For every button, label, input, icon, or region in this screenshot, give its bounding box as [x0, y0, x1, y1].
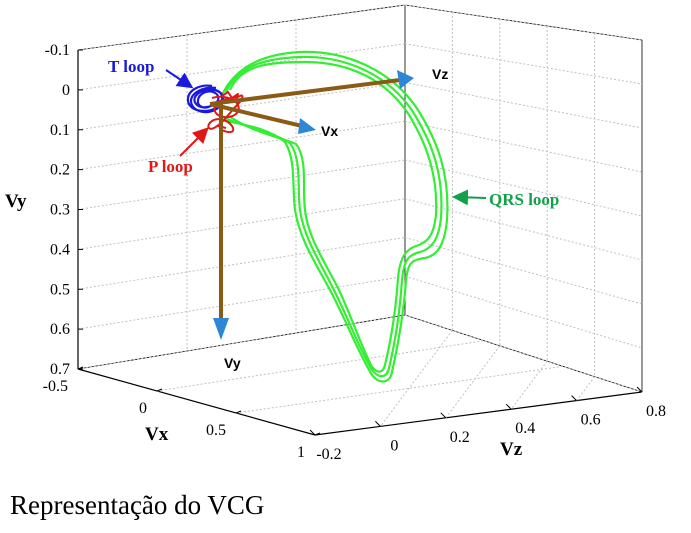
vz-tick-label: 0.4	[515, 420, 535, 437]
vz-tick-label: 0.2	[450, 429, 470, 446]
vy-gridline-left	[77, 4, 406, 51]
vy-gridline-right	[404, 314, 643, 393]
vz-tick-mark	[309, 429, 316, 436]
vy-tick-label: 0.2	[50, 162, 70, 179]
t-loop-annotation-arrow	[165, 69, 194, 89]
gridlines	[77, 4, 643, 427]
t-loop-trace-2	[189, 86, 225, 114]
vy-tick-label: 0.1	[50, 122, 70, 139]
vx-vector-label: Vx	[321, 123, 338, 139]
vx-tick-label: 0.5	[206, 422, 226, 439]
vx-gridline-floor	[156, 340, 485, 392]
vz-gridline-floor	[445, 345, 501, 419]
figure-caption: Representação do VCG	[10, 490, 265, 520]
vz-tick-mark	[375, 421, 381, 427]
vz-vector-label: Vz	[432, 66, 448, 82]
vy-gridline-right	[404, 275, 643, 349]
vz-vector-line	[209, 78, 401, 106]
vz-tick-label: 0	[390, 437, 398, 454]
vy-gridline-right	[404, 82, 643, 129]
vx-gridline-floor	[235, 365, 564, 414]
annotations: T loop P loop QRS loop	[108, 57, 559, 209]
vz-gridline-floor	[576, 376, 595, 401]
vz-axis-label: Vz	[500, 439, 523, 460]
vy-gridline-left	[77, 237, 406, 290]
vy-gridline-left	[77, 43, 406, 91]
qrs-loop-trace-1	[221, 50, 449, 383]
vy-tick-label: 0.3	[50, 202, 70, 219]
qrs-loop-annotation-arrow	[452, 189, 487, 206]
vx-tick-label: 1	[297, 444, 305, 461]
vx-tick-mark	[235, 410, 242, 414]
vy-tick-label: -0.1	[45, 42, 70, 59]
vz-gridline-floor	[510, 360, 548, 410]
box-edge	[314, 391, 643, 436]
vz-tick-mark	[636, 386, 643, 393]
vy-gridline-left	[77, 275, 406, 330]
vy-tick-label: 0.5	[50, 281, 70, 298]
vy-tick-labels: -0.1 0 0.1 0.2 0.3 0.4 0.5 0.6 0.7	[45, 42, 83, 378]
box-edge	[77, 368, 316, 436]
vz-tick-label: 0.8	[646, 403, 666, 420]
vz-tick-mark	[440, 412, 447, 419]
vy-gridline-left	[77, 120, 406, 171]
vy-tick-label: 0.4	[50, 241, 70, 258]
vy-gridline-right	[404, 237, 643, 305]
vy-gridline-right	[404, 198, 643, 261]
vy-gridline-left	[77, 82, 406, 131]
vy-vector-arrowhead	[213, 318, 229, 340]
vy-tick-label: 0.7	[50, 361, 70, 378]
axis-vectors: Vz Vx Vy	[209, 66, 448, 371]
qrs-loop-trace-2	[224, 55, 443, 378]
p-loop-annotation: P loop	[148, 157, 193, 176]
vcg-3d-chart: -0.1 0 0.1 0.2 0.3 0.4 0.5 0.6 0.7 -0.5 0 0.5 1 -0.…	[5, 4, 666, 463]
vx-tick-mark	[77, 366, 84, 370]
vx-axis-label: Vx	[145, 424, 169, 445]
vy-gridline-left	[77, 198, 406, 250]
box-edge	[404, 4, 643, 41]
vz-gridline-floor	[379, 330, 453, 427]
qrs-loop-series	[221, 50, 449, 383]
vx-vector-line	[209, 102, 303, 128]
vz-tick-mark	[571, 395, 577, 401]
plot-box	[77, 4, 643, 436]
vy-tick-label: 0.6	[50, 321, 70, 338]
vz-tick-mark	[505, 403, 512, 410]
vx-tick-labels: -0.5 0 0.5 1	[43, 366, 321, 461]
vz-tick-label: -0.2	[316, 446, 341, 463]
t-loop-annotation: T loop	[108, 57, 154, 76]
vy-gridline-right	[404, 43, 643, 85]
vx-vector-arrowhead	[298, 118, 316, 134]
vy-axis-label: Vy	[5, 191, 27, 212]
vz-vector-arrowhead	[397, 70, 414, 89]
vx-tick-mark	[156, 388, 163, 392]
qrs-loop-trace-3	[228, 60, 438, 373]
vz-tick-labels: -0.2 0 0.2 0.4 0.6 0.8	[309, 386, 666, 463]
vy-gridline-left	[77, 159, 406, 210]
qrs-loop-annotation: QRS loop	[489, 190, 559, 209]
vz-tick-label: 0.6	[581, 412, 601, 429]
vx-tick-mark	[314, 432, 321, 436]
t-loop-series	[186, 84, 225, 114]
t-loop-trace	[186, 84, 224, 113]
vy-gridline-right	[404, 120, 643, 173]
vy-tick-label: 0	[62, 82, 70, 99]
vx-tick-label: 0	[139, 400, 147, 417]
vy-vector-label: Vy	[224, 355, 241, 371]
p-loop-annotation-arrow	[179, 127, 209, 157]
vx-tick-label: -0.5	[43, 378, 68, 395]
